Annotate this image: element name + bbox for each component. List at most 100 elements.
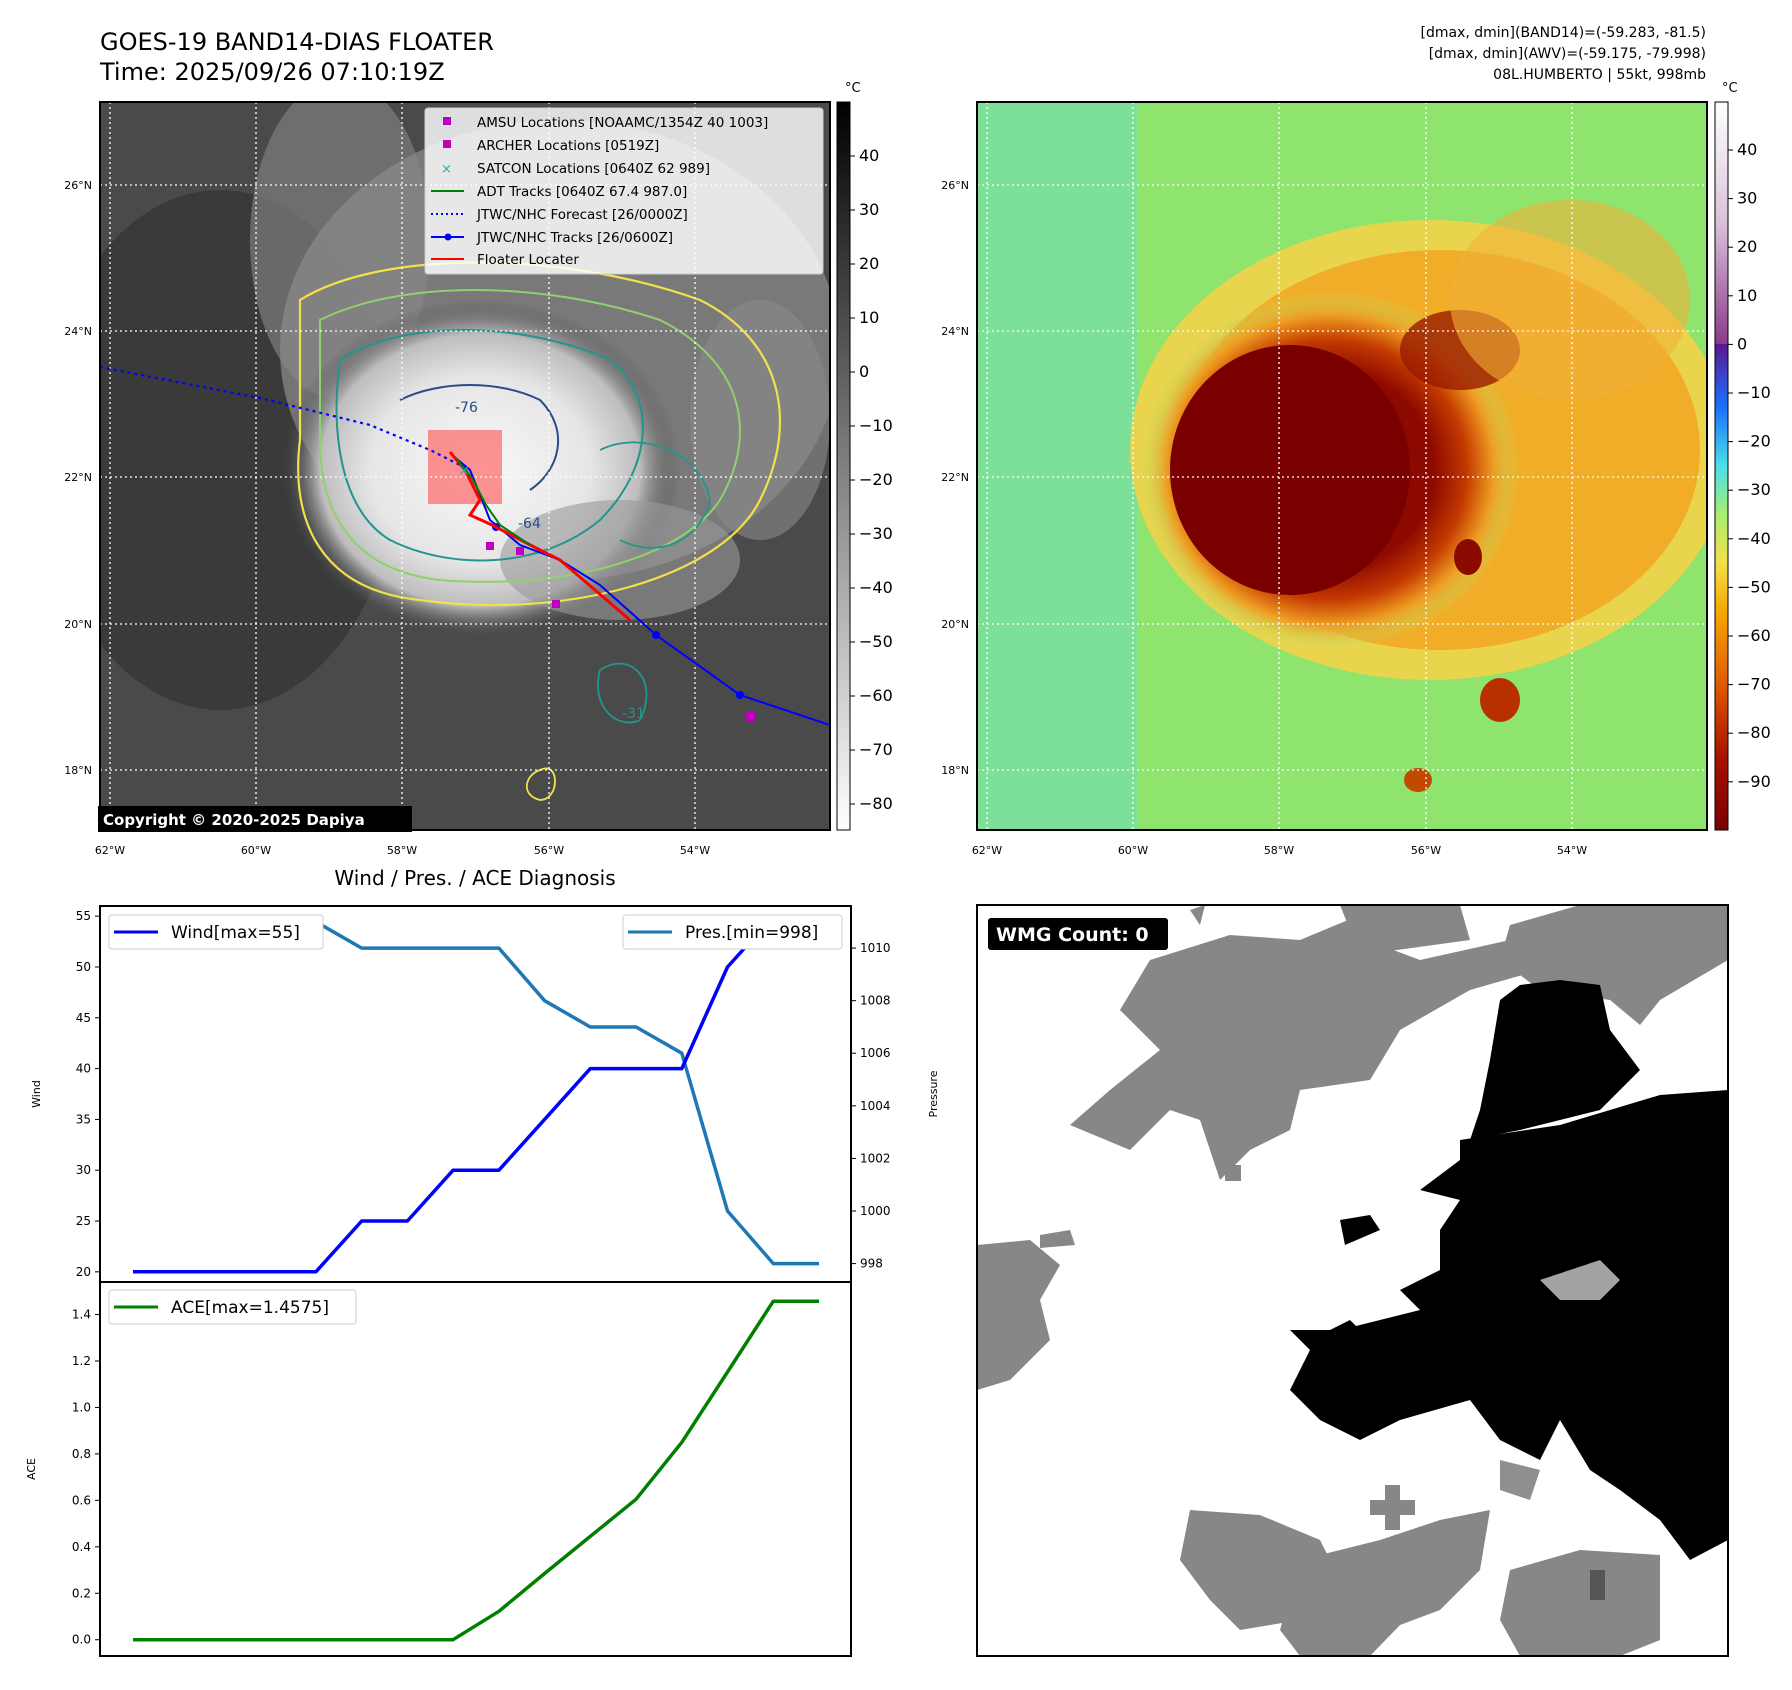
- amsu-marker: [486, 542, 494, 550]
- awv-colorbar-tick-label: −60: [1737, 626, 1771, 645]
- wind-line: [133, 914, 819, 1274]
- ace-axis-tick-label: 0.0: [72, 1633, 91, 1647]
- lat-label: 20°N: [64, 618, 92, 631]
- ir-lat-labels: 26°N 24°N 22°N 20°N 18°N: [64, 179, 92, 777]
- pressure-axis-tick-label: 1002: [860, 1151, 891, 1165]
- band14-range: [dmax, dmin](BAND14)=(-59.283, -81.5): [1421, 25, 1707, 41]
- ir-colorbar-tick-label: −30: [859, 524, 893, 543]
- lon-label: 56°W: [534, 844, 564, 857]
- wind-axis-tick-label: 55: [76, 909, 91, 923]
- ir-lon-labels: 62°W 60°W 58°W 56°W 54°W: [95, 844, 710, 857]
- ir-colorbar-tick-label: −60: [859, 686, 893, 705]
- lon-label: 58°W: [1264, 844, 1294, 857]
- ir-colorbar-tick-label: 10: [859, 308, 879, 327]
- ace-legend: ACE[max=1.4575]: [108, 1289, 357, 1325]
- archer-marker: [552, 600, 560, 608]
- awv-colorbar-tick-label: 0: [1737, 334, 1747, 353]
- lon-label: 56°W: [1411, 844, 1441, 857]
- wind-axis-tick-label: 50: [76, 960, 91, 974]
- wind-axis-label: Wind: [30, 1080, 43, 1108]
- ir-map: × -76 -64 -31 AMSU Locations [NOAAMC/135…: [98, 101, 831, 832]
- lon-label: 60°W: [1118, 844, 1148, 857]
- wind-axis-tick-label: 25: [76, 1214, 91, 1228]
- ir-colorbar-tick-label: 30: [859, 200, 879, 219]
- wind-pressure-chart: 20 25 30 35 40 45 50 55 998 1000 1002 1004 1006 1008 1…: [30, 905, 940, 1283]
- ace-axis-tick-label: 0.8: [72, 1447, 91, 1461]
- legend-label: ADT Tracks [0640Z 67.4 987.0]: [477, 184, 687, 200]
- contour-label: -64: [518, 516, 541, 532]
- ace-axis-tick-label: 1.2: [72, 1354, 91, 1368]
- awv-colorbar-tick-label: −30: [1737, 480, 1771, 499]
- pressure-line: [133, 920, 819, 1266]
- legend-label: AMSU Locations [NOAAMC/1354Z 40 1003]: [477, 115, 768, 131]
- legend-item-adt: ADT Tracks [0640Z 67.4 987.0]: [431, 184, 687, 200]
- ace-axis-tick-label: 0.4: [72, 1540, 91, 1554]
- adt-track: [455, 457, 531, 546]
- ace-axis-tick-label: 1.0: [72, 1400, 91, 1414]
- awv-gridlines: [977, 102, 1707, 830]
- storm-info: 08L.HUMBERTO | 55kt, 998mb: [1493, 67, 1706, 83]
- ace-frame: [99, 1281, 852, 1657]
- wind-axis-tick-label: 20: [76, 1265, 91, 1279]
- legend-item-floater: Floater Locater: [431, 252, 579, 268]
- diagnosis-title: Wind / Pres. / ACE Diagnosis: [334, 866, 615, 890]
- lat-label: 26°N: [64, 179, 92, 192]
- ir-colorbar-tick-label: −80: [859, 794, 893, 813]
- satcon-marker: ×: [458, 463, 470, 479]
- copyright: Copyright © 2020-2025 Dapiya: [103, 811, 365, 829]
- lat-label: 18°N: [941, 764, 969, 777]
- awv-colorbar-tick-label: 10: [1737, 286, 1757, 305]
- lat-label: 26°N: [941, 179, 969, 192]
- awv-colorbar-tick-label: −20: [1737, 432, 1771, 451]
- ir-colorbar-tick-label: −10: [859, 416, 893, 435]
- amsu-icon: [443, 117, 451, 125]
- legend-label: Floater Locater: [477, 252, 579, 268]
- ir-colorbar-tick-label: 20: [859, 254, 879, 273]
- contour-label: -31: [622, 706, 645, 722]
- wind-legend-label: Wind[max=55]: [171, 923, 300, 943]
- floater-track: [448, 451, 631, 622]
- awv-colorbar-tick-label: 40: [1737, 140, 1757, 159]
- contour-label: -76: [455, 400, 478, 416]
- colorbar-unit: °C: [845, 81, 861, 96]
- copyright-box: [98, 806, 412, 832]
- ace-chart: 0.0 0.2 0.4 0.6 0.8 1.0 1.2 1.4 ACE ACE[max=1.4…: [25, 1281, 852, 1657]
- legend-item-satcon: × SATCON Locations [0640Z 62 989]: [441, 161, 710, 177]
- ir-tracks: × -76 -64 -31: [100, 365, 830, 726]
- wmg-count: WMG Count: 0: [996, 924, 1149, 946]
- pressure-axis-tick-label: 1000: [860, 1204, 891, 1218]
- archer-icon: [443, 140, 451, 148]
- awv-lat-labels: 26°N 24°N 22°N 20°N 18°N: [941, 179, 969, 777]
- lon-label: 54°W: [1557, 844, 1587, 857]
- ir-colorbar-tick-label: 40: [859, 146, 879, 165]
- lon-label: 62°W: [95, 844, 125, 857]
- lat-label: 18°N: [64, 764, 92, 777]
- ace-axis-tick-label: 0.6: [72, 1493, 91, 1507]
- wind-axis-tick-label: 40: [76, 1062, 91, 1076]
- awv-colorbar: °C 40 30 20 10 0 −10 −20 −30 −40 −50 −60 −70 −80 −90: [1714, 81, 1771, 831]
- wmg-count-box: [988, 918, 1168, 950]
- wind-axis-tick-label: 35: [76, 1112, 91, 1126]
- track-point: [736, 691, 744, 699]
- awv-colorbar-tick-label: −10: [1737, 383, 1771, 402]
- lon-label: 60°W: [241, 844, 271, 857]
- pressure-axis-label: Pressure: [927, 1070, 940, 1117]
- awv-colorbar-tick-label: −50: [1737, 577, 1771, 596]
- ace-axis-tick-label: 0.2: [72, 1586, 91, 1600]
- awv-colorbar-tick-label: 20: [1737, 237, 1757, 256]
- amsu-marker: [746, 712, 755, 721]
- wind-axis-tick-label: 30: [76, 1163, 91, 1177]
- ir-colorbar-tick-label: −50: [859, 632, 893, 651]
- wind-legend: Wind[max=55]: [108, 914, 324, 950]
- ir-colorbar: °C 40 30 20 10 0 −10 −20 −30 −40 −50 −60 −70 −80: [836, 81, 893, 831]
- legend-item-archer: ARCHER Locations [0519Z]: [443, 138, 659, 154]
- wind-axis-tick-label: 45: [76, 1011, 91, 1025]
- colorbar-unit: °C: [1722, 81, 1738, 96]
- lat-label: 22°N: [941, 471, 969, 484]
- legend-label: JTWC/NHC Tracks [26/0600Z]: [476, 230, 673, 246]
- track-point: [652, 631, 660, 639]
- pressure-axis-tick-label: 1004: [860, 1099, 891, 1113]
- ace-legend-label: ACE[max=1.4575]: [171, 1298, 329, 1318]
- pressure-legend: Pres.[min=998]: [622, 914, 843, 950]
